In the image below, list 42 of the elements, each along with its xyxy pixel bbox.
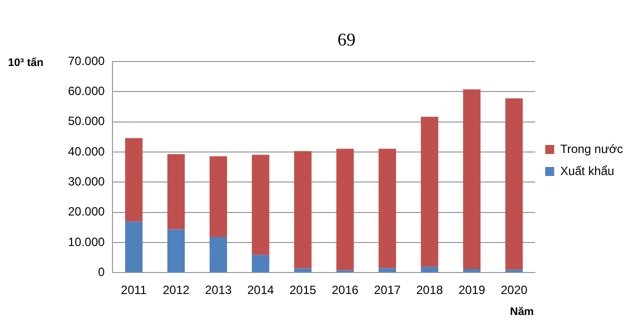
x-tick-label: 2015 [289, 283, 316, 298]
bar [420, 116, 438, 267]
x-tick-label: 2017 [374, 283, 401, 298]
y-tick-label: 10.000 [68, 234, 106, 249]
bar [336, 148, 354, 270]
x-tick-label: 2018 [416, 283, 444, 298]
x-tick-label: 2011 [120, 283, 148, 298]
x-tick-label: 2014 [247, 283, 274, 298]
bar [505, 98, 523, 270]
y-tick-label: 70.000 [68, 54, 106, 68]
y-tick-label: 40.000 [68, 144, 106, 158]
bar [463, 89, 481, 269]
bar [252, 154, 270, 255]
bar [210, 237, 228, 272]
x-tick-label: 2013 [204, 283, 232, 298]
chart-title: 69 [338, 30, 356, 50]
bar [125, 222, 143, 272]
x-tick-label: 2020 [500, 283, 528, 298]
bar [167, 229, 185, 272]
bar [378, 148, 396, 268]
bar [463, 268, 481, 272]
legend-label: Trong nước [560, 142, 623, 156]
bar [294, 151, 312, 268]
x-axis-title: Năm [510, 306, 534, 318]
y-tick-label: 60.000 [68, 84, 106, 98]
bar [378, 268, 396, 272]
y-tick-label: 50.000 [68, 114, 106, 128]
y-axis-title: 10³ tấn [8, 57, 44, 69]
y-tick-label: 0 [98, 264, 106, 279]
x-tick-label: 2012 [162, 283, 190, 298]
bar [125, 138, 143, 222]
y-tick-label: 20.000 [68, 204, 106, 219]
bar [420, 266, 438, 272]
legend-label: Xuất khẩu [560, 164, 614, 178]
x-tick-label: 2016 [332, 283, 359, 298]
bar [294, 268, 312, 272]
bar [210, 156, 228, 238]
bar [505, 270, 523, 272]
bar [252, 254, 270, 272]
y-tick-label: 30.000 [68, 174, 106, 188]
x-tick-label: 2019 [458, 283, 486, 298]
bar [167, 154, 185, 230]
